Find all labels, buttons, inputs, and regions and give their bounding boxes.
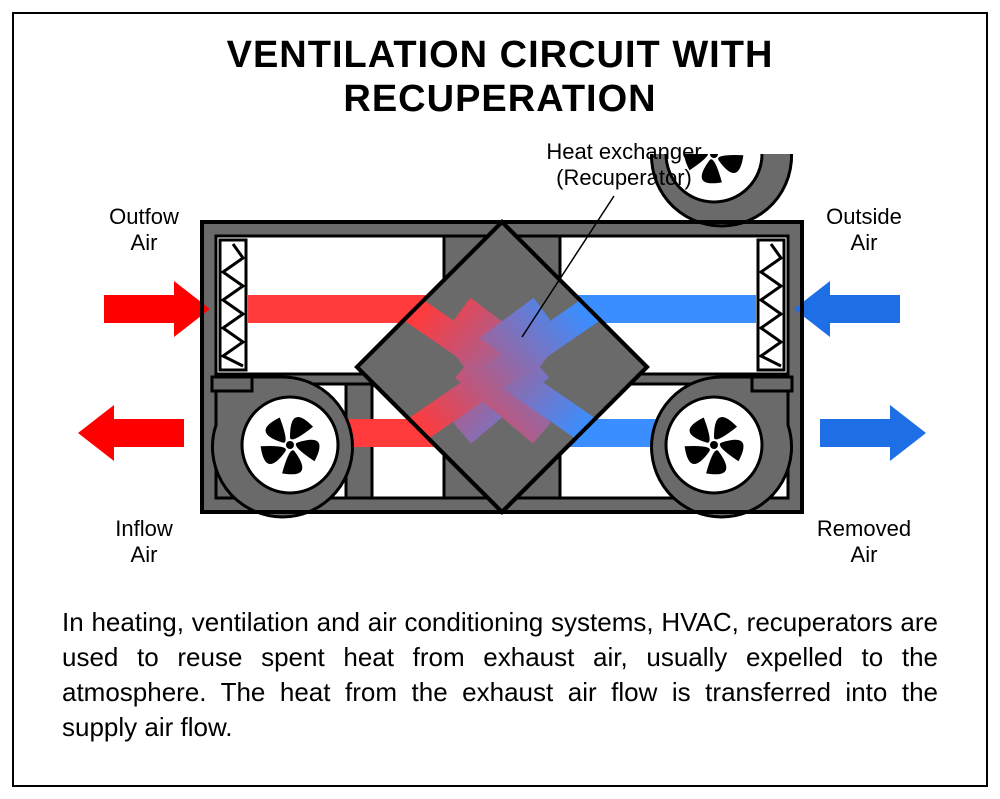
title-line-2: RECUPERATION	[14, 78, 986, 122]
heat-exchanger-label: Heat exchanger (Recuperator)	[514, 139, 734, 192]
outflow-l2: Air	[131, 230, 158, 255]
page-title: VENTILATION CIRCUIT WITH RECUPERATION	[14, 14, 986, 121]
title-line-1: VENTILATION CIRCUIT WITH	[14, 34, 986, 78]
outside-l2: Air	[851, 230, 878, 255]
outside-label: Outside Air	[804, 204, 924, 257]
description-text: In heating, ventilation and air conditio…	[62, 605, 938, 745]
heat-exchanger-l2: (Recuperator)	[556, 165, 692, 190]
inflow-label: Inflow Air	[84, 516, 204, 569]
removed-l2: Air	[851, 542, 878, 567]
removed-l1: Removed	[817, 516, 911, 541]
removed-label: Removed Air	[804, 516, 924, 569]
outflow-label: Outfow Air	[84, 204, 204, 257]
outflow-l1: Outfow	[109, 204, 179, 229]
outside-l1: Outside	[826, 204, 902, 229]
outer-frame: VENTILATION CIRCUIT WITH RECUPERATION He…	[12, 12, 988, 787]
heat-exchanger-l1: Heat exchanger	[546, 139, 701, 164]
ventilation-diagram: Heat exchanger (Recuperator) Outfow Air …	[14, 154, 990, 574]
inflow-l1: Inflow	[115, 516, 172, 541]
inflow-l2: Air	[131, 542, 158, 567]
